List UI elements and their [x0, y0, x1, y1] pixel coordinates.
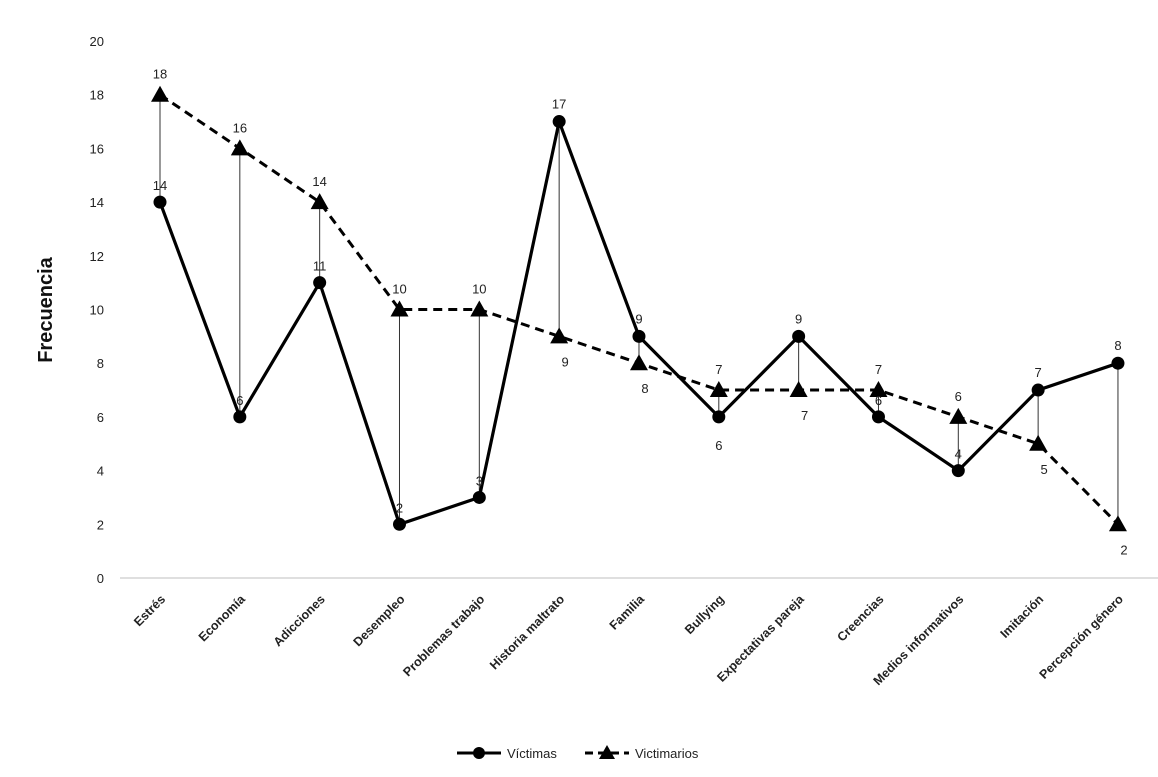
victimas-data-label: 14 — [153, 178, 167, 193]
victimarios-marker — [1108, 515, 1127, 532]
victimas-marker — [632, 329, 646, 343]
y-axis-title: Frecuencia — [35, 256, 57, 362]
victimas-marker — [871, 410, 885, 424]
victimas-data-label: 8 — [1114, 338, 1121, 353]
victimarios-marker — [1029, 434, 1048, 451]
x-category-label: Adicciones — [271, 592, 328, 649]
victimas-marker — [392, 517, 406, 531]
y-tick-label: 10 — [90, 303, 104, 318]
victimas-marker — [552, 115, 566, 129]
legend-victimarios-marker — [599, 745, 615, 759]
series-lines — [158, 93, 1120, 527]
victimas-data-label: 11 — [313, 259, 327, 274]
x-category-label: Imitación — [998, 592, 1047, 641]
x-axis-categories: Estrés Economía Adicciones DesempleoProblem… — [131, 591, 1126, 688]
victimarios-data-label: 10 — [392, 282, 406, 297]
victimarios-data-label: 8 — [641, 381, 648, 396]
y-tick-label: 8 — [97, 356, 104, 371]
victimarios-data-label: 10 — [472, 282, 486, 297]
x-category-label: Bullying — [682, 592, 727, 637]
y-tick-label: 2 — [97, 517, 104, 532]
victimas-data-label: 6 — [236, 393, 243, 408]
victimarios-data-label: 14 — [312, 174, 326, 189]
y-tick-label: 18 — [90, 88, 104, 103]
x-category-label: Historia maltrato — [487, 592, 567, 672]
victimas-data-label: 6 — [715, 438, 722, 453]
victimarios-marker — [310, 193, 329, 210]
victimas-data-label: 7 — [1035, 365, 1042, 380]
victimarios-data-label: 18 — [153, 67, 167, 82]
x-category-label: Economía — [196, 591, 249, 644]
x-category-label: Familia — [607, 591, 648, 632]
x-category-label: Creencias — [834, 592, 886, 644]
victimarios-data-label: 2 — [1120, 542, 1127, 557]
victimarios-marker — [949, 407, 968, 424]
victimas-marker — [951, 464, 965, 478]
victimarios-marker — [629, 354, 648, 371]
victimarios-marker — [869, 381, 888, 398]
victimas-marker — [472, 490, 486, 504]
y-tick-label: 0 — [97, 571, 104, 586]
x-category-label: Medios informativos — [871, 592, 967, 688]
y-tick-label: 12 — [90, 249, 104, 264]
victimas-marker — [233, 410, 247, 424]
victimarios-data-label: 7 — [875, 362, 882, 377]
victimarios-marker — [709, 381, 728, 398]
victimarios-data-label: 6 — [955, 389, 962, 404]
x-category-label: Problemas trabajo — [400, 592, 487, 679]
victimarios-data-label: 5 — [1041, 462, 1048, 477]
data-labels: 14 6 11 2 3 17 9 6 9 6 4 7 8 18 16 14 10 10 9 8 7 7 7 6 5 2 — [153, 67, 1128, 558]
y-tick-label: 14 — [90, 195, 104, 210]
victimarios-marker — [789, 381, 808, 398]
y-tick-label: 20 — [90, 34, 104, 49]
victimas-marker — [792, 329, 806, 343]
legend-victimarios-label: Victimarios — [635, 746, 699, 761]
victimas-data-label: 9 — [795, 311, 802, 326]
victimas-marker — [1111, 356, 1125, 370]
victimarios-data-label: 9 — [562, 354, 569, 369]
x-category-label: Estrés — [131, 592, 168, 629]
victimarios-data-label: 7 — [715, 362, 722, 377]
victimarios-marker — [151, 85, 169, 102]
victimas-marker — [313, 276, 327, 290]
high-low-lines — [159, 94, 1119, 525]
victimas-marker — [1031, 383, 1045, 397]
legend-victimas-marker — [473, 747, 485, 759]
victimas-data-label: 4 — [955, 447, 962, 462]
legend: Víctimas Victimarios — [457, 745, 699, 761]
y-tick-label: 4 — [97, 464, 104, 479]
victimas-data-label: 2 — [396, 500, 403, 515]
victimarios-marker — [470, 300, 489, 317]
legend-victimas-label: Víctimas — [507, 746, 557, 761]
victimarios-marker — [390, 300, 409, 317]
victimarios-data-label: 16 — [233, 120, 247, 135]
series-markers — [151, 85, 1127, 532]
x-category-label: Expectativas pareja — [714, 591, 807, 684]
victimas-marker — [712, 410, 726, 424]
victimarios-marker — [550, 327, 569, 344]
victimas-data-label: 3 — [476, 473, 483, 488]
x-category-label: Percepción género — [1037, 592, 1127, 682]
y-tick-label: 6 — [97, 410, 104, 425]
victimas-data-label: 6 — [875, 393, 882, 408]
victimarios-data-label: 7 — [801, 408, 808, 423]
victimarios-marker — [230, 139, 249, 156]
victimas-data-label: 17 — [552, 97, 566, 112]
x-category-label: Desempleo — [351, 592, 408, 649]
victimas-data-label: 9 — [635, 311, 642, 326]
y-axis-ticks: 0 2 4 6 8 10 12 14 16 18 20 — [90, 34, 104, 586]
victimas-marker — [153, 195, 167, 209]
y-tick-label: 16 — [90, 141, 104, 156]
